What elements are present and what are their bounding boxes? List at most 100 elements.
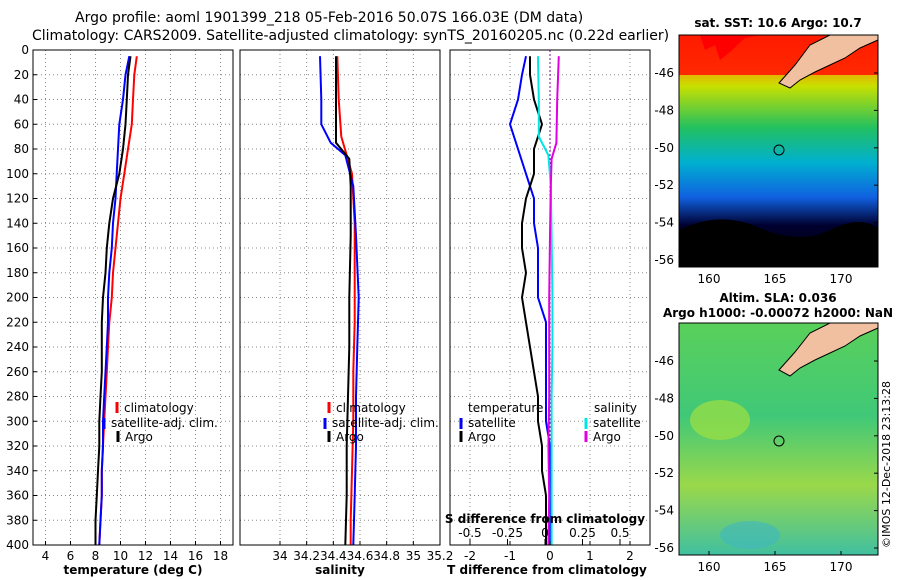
y-tick-label: 0: [21, 43, 29, 57]
series-line-argo: [94, 56, 132, 545]
y-tick-label: 220: [6, 315, 29, 329]
sst-map: sat. SST: 10.6 Argo: 10.7 -46 -48 -50 -52 -5…: [654, 16, 879, 286]
sla-positive-anomaly: [690, 400, 750, 440]
y-tick-label: 200: [6, 291, 29, 305]
lat-tick-label: -56: [654, 541, 674, 555]
x-tick-label: 0: [546, 549, 554, 563]
t-difference-xlabel: T difference from climatology: [447, 563, 647, 577]
lat-tick-label: -48: [654, 391, 674, 405]
y-tick-label: 180: [6, 266, 29, 280]
sst-cold-region: [679, 219, 878, 267]
temperature-xlabel: temperature (deg C): [64, 563, 203, 577]
y-tick-label: 380: [6, 513, 29, 527]
legend-climatology-label: climatology: [124, 401, 194, 415]
lat-tick-label: -48: [654, 103, 674, 117]
legend-salinity-title: salinity: [594, 401, 637, 415]
x-tick-label: 35: [406, 549, 421, 563]
difference-series: [508, 55, 560, 546]
salinity-axis-ticks: 34 34.2 34.4 34.6 34.8 35 35.2: [272, 541, 453, 563]
y-tick-label: 120: [6, 192, 29, 206]
temperature-panel: 0 20 40 60 80 100 120 140 160 180 200 220 240 260 280 3…: [6, 43, 234, 577]
y-tick-label: 80: [14, 142, 29, 156]
x-tick-label: 1: [586, 549, 594, 563]
sst-map-title: sat. SST: 10.6 Argo: 10.7: [694, 16, 861, 30]
lon-tick-label: 160: [698, 272, 721, 286]
legend-satellite-label: satellite-adj. clim.: [332, 416, 439, 430]
sst-map-frame: [678, 34, 879, 268]
legend-argo-label: Argo: [336, 430, 364, 444]
new-zealand-land: [778, 34, 879, 89]
x-tick-label: 6: [67, 549, 75, 563]
difference-panel: -2 -1 0 1 2 -0.5 -0.25 0 0.25 0.5 S difference f…: [445, 49, 651, 577]
x-tick-label: 35.2: [427, 549, 454, 563]
x-tick-label: 34.8: [373, 549, 400, 563]
lat-tick-label: -50: [654, 141, 674, 155]
temperature-axis-ticks: 4 6 8 10 12 14 16 18: [42, 541, 228, 563]
series-line-satellite-adj-clim-: [98, 55, 131, 546]
temperature-gridlines: [33, 49, 233, 546]
legend-temperature-title: temperature: [468, 401, 543, 415]
x-tick-label: -2: [464, 549, 476, 563]
temperature-series: [94, 55, 138, 546]
lat-tick-label: -52: [654, 178, 674, 192]
sla-negative-anomaly: [720, 521, 780, 549]
legend-s-satellite-label: satellite: [593, 416, 641, 430]
depth-axis-ticks: 0 20 40 60 80 100 120 140 160 180 200 220 240 260 280 3…: [6, 43, 37, 552]
lon-tick-label: 160: [698, 560, 721, 574]
s-difference-axis-label: S difference from climatology: [445, 512, 645, 526]
lat-tick-label: -46: [654, 66, 674, 80]
legend-argo-label: Argo: [125, 430, 153, 444]
legend-t-satellite-label: satellite: [468, 416, 516, 430]
x-tick-label: 18: [213, 549, 228, 563]
s-difference-axis-ticks: -0.5 -0.25 0 0.25 0.5: [458, 526, 630, 545]
x-tick-label: 16: [188, 549, 203, 563]
y-tick-label: 360: [6, 489, 29, 503]
s-axis-tick-label: 0.5: [610, 526, 629, 540]
s-axis-tick-label: -0.25: [492, 526, 523, 540]
lon-tick-label: 170: [830, 560, 853, 574]
series-line-satellite-adj-clim-: [319, 56, 360, 546]
lat-tick-label: -56: [654, 253, 674, 267]
x-tick-label: 2: [626, 549, 634, 563]
x-tick-label: 4: [42, 549, 50, 563]
y-tick-label: 320: [6, 439, 29, 453]
y-tick-label: 280: [6, 390, 29, 404]
lat-tick-label: -54: [654, 504, 674, 518]
sla-map: Altim. SLA: 0.036 Argo h1000: -0.00072 h…: [654, 291, 893, 574]
new-zealand-land: [778, 322, 879, 377]
series-line-t-argo: [520, 56, 547, 545]
y-tick-label: 240: [6, 340, 29, 354]
sla-map-frame: [678, 322, 879, 556]
x-tick-label: -1: [504, 549, 516, 563]
x-tick-label: 34.4: [320, 549, 347, 563]
salinity-legend: climatology satellite-adj. clim. Argo: [323, 401, 439, 444]
series-line-t-satellite: [508, 55, 551, 545]
salinity-panel: 34 34.2 34.4 34.6 34.8 35 35.2 salinity climat…: [239, 49, 453, 577]
lat-tick-label: -46: [654, 354, 674, 368]
s-axis-tick-label: 0: [541, 526, 549, 540]
sla-map-title-2: Argo h1000: -0.00072 h2000: NaN: [663, 306, 893, 320]
imos-credit: ©IMOS 12-Dec-2018 23:13:28: [880, 381, 893, 548]
salinity-frame: [239, 49, 441, 546]
salinity-series: [319, 56, 360, 546]
x-tick-label: 34.2: [293, 549, 320, 563]
y-tick-label: 140: [6, 216, 29, 230]
argo-position-marker: [773, 144, 785, 156]
y-tick-label: 160: [6, 241, 29, 255]
lon-tick-label: 165: [764, 560, 787, 574]
salinity-xlabel: salinity: [315, 563, 365, 577]
series-line-s-argo: [547, 56, 560, 546]
temperature-legend: climatology satellite-adj. clim. Argo: [102, 401, 218, 444]
lat-tick-label: -52: [654, 466, 674, 480]
y-tick-label: 60: [14, 117, 29, 131]
y-tick-label: 100: [6, 167, 29, 181]
chart-title-line-1: Argo profile: aoml 1901399_218 05-Feb-20…: [75, 10, 584, 26]
lon-tick-label: 165: [764, 272, 787, 286]
y-tick-label: 20: [14, 68, 29, 82]
series-line-argo: [335, 56, 352, 546]
legend-s-argo-label: Argo: [593, 430, 621, 444]
sst-lon-ticks: 160 165 170: [698, 263, 852, 286]
legend-t-argo-label: Argo: [468, 430, 496, 444]
lat-tick-label: -54: [654, 216, 674, 230]
